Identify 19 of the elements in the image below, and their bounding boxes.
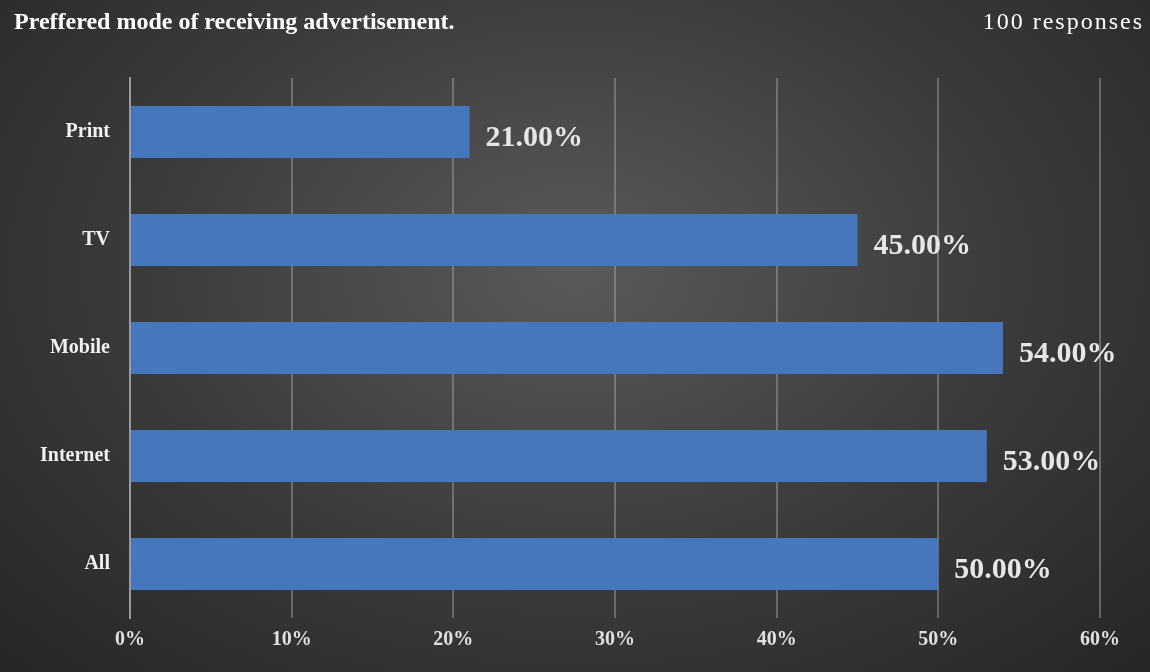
y-tick-label: Mobile [49,335,111,358]
x-tick-label: 50% [918,627,959,650]
data-label: 21.00% [485,118,583,152]
x-tick-label: 40% [756,627,797,650]
x-tick-label: 60% [1080,627,1120,650]
x-tick-label: 0% [114,627,145,650]
data-label: 50.00% [954,550,1052,584]
chart-subtitle: 100 responses [982,8,1144,35]
data-label: 45.00% [873,226,971,260]
y-tick-label: TV [82,227,111,250]
x-tick-label: 30% [594,627,635,650]
chart-title: Preffered mode of receiving advertisement. [14,8,455,35]
y-tick-label: Internet [40,443,111,466]
x-tick-label: 10% [271,627,312,650]
y-tick-label: Print [65,119,111,142]
y-tick-label: All [84,551,111,574]
data-label: 54.00% [1019,334,1117,368]
data-label: 53.00% [1002,442,1101,476]
x-tick-label: 20% [433,627,474,650]
